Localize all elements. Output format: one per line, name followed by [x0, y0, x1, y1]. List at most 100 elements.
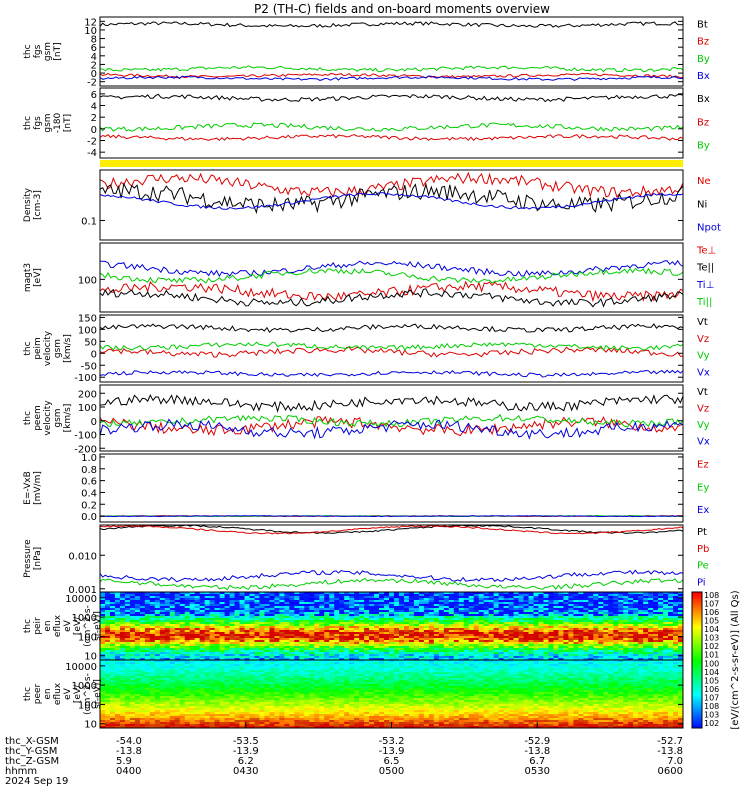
- spectrogram-cell: [638, 600, 644, 603]
- spectrogram-cell: [229, 606, 235, 609]
- spectrogram-cell: [319, 602, 325, 605]
- spectrogram-cell: [428, 620, 435, 623]
- spectrogram-cell: [643, 660, 649, 663]
- spectrogram-cell: [364, 628, 370, 631]
- spectrogram-cell: [488, 664, 495, 667]
- spectrogram-cell: [169, 658, 176, 661]
- spectrogram-cell: [194, 616, 201, 619]
- spectrogram-cell: [468, 652, 475, 655]
- spectrogram-cell: [384, 626, 390, 629]
- spectrogram-cell: [194, 646, 201, 649]
- spectrogram-cell: [393, 612, 400, 615]
- spectrogram-cell: [249, 608, 255, 611]
- spectrogram-cell: [658, 594, 664, 597]
- spectrogram-cell: [613, 616, 619, 619]
- spectrogram-cell: [359, 658, 365, 661]
- spectrogram-cell: [473, 638, 480, 641]
- spectrogram-cell: [209, 648, 215, 651]
- spectrogram-cell: [538, 610, 544, 613]
- spectrogram-cell: [458, 610, 465, 613]
- spectrogram-cell: [364, 608, 370, 611]
- spectrogram-cell: [304, 666, 310, 669]
- spectrogram-cell: [468, 644, 475, 647]
- spectrogram-cell: [379, 610, 385, 613]
- spectrogram-cell: [418, 640, 425, 643]
- spectrogram-cell: [528, 670, 534, 673]
- spectrogram-cell: [443, 646, 450, 649]
- spectrogram-cell: [174, 592, 181, 595]
- spectrogram-cell: [204, 670, 211, 673]
- y-axis-label: [cm-3]: [33, 190, 43, 220]
- spectrogram-cell: [224, 666, 230, 669]
- spectrogram-cell: [154, 602, 161, 605]
- spectrogram-cell: [379, 672, 385, 675]
- spectrogram-cell: [643, 642, 649, 645]
- spectrogram-cell: [593, 630, 599, 633]
- spectrogram-cell: [553, 610, 559, 613]
- spectrogram-cell: [224, 628, 230, 631]
- y-axis-label: peim: [33, 337, 43, 360]
- spectrogram-cell: [598, 648, 604, 651]
- spectrogram-cell: [314, 642, 320, 645]
- spectrogram-cell: [638, 624, 644, 627]
- series-line-Vx: [99, 369, 684, 378]
- spectrogram-cell: [513, 636, 519, 639]
- spectrogram-cell: [593, 616, 599, 619]
- spectrogram-cell: [488, 610, 495, 613]
- spectrogram-cell: [309, 632, 315, 635]
- spectrogram-cell: [189, 614, 196, 617]
- spectrogram-cell: [653, 652, 659, 655]
- spectrogram-cell: [433, 626, 440, 629]
- spectrogram-cell: [593, 650, 599, 653]
- spectrogram-cell: [134, 672, 141, 675]
- spectrogram-cell: [628, 600, 634, 603]
- spectrogram-cell: [354, 628, 360, 631]
- spectrogram-cell: [254, 646, 260, 649]
- spectrogram-cell: [488, 606, 495, 609]
- spectrogram-cell: [374, 644, 380, 647]
- spectrogram-cell: [678, 646, 684, 649]
- spectrogram-cell: [104, 628, 111, 631]
- spectrogram-cell: [159, 636, 166, 639]
- spectrogram-cell: [573, 598, 579, 601]
- spectrogram-cell: [209, 614, 215, 617]
- spectrogram-cell: [588, 656, 594, 659]
- spectrogram-cell: [154, 596, 161, 599]
- spectrogram-cell: [304, 606, 310, 609]
- spectrogram-cell: [309, 648, 315, 651]
- spectrogram-cell: [100, 660, 106, 663]
- spectrogram-cell: [309, 614, 315, 617]
- spectrogram-cell: [523, 612, 529, 615]
- spectrogram-cell: [443, 650, 450, 653]
- spectrogram-cell: [463, 648, 470, 651]
- spectrogram-cell: [443, 672, 450, 675]
- spectrogram-cell: [214, 656, 220, 659]
- y-axis-label: thc: [23, 341, 33, 355]
- spectrogram-cell: [104, 664, 111, 667]
- spectrogram-cell: [448, 628, 455, 631]
- spectrogram-cell: [433, 644, 440, 647]
- series-line-Pi: [99, 569, 684, 583]
- y-tick-label: 0.6: [81, 477, 97, 488]
- spectrogram-cell: [548, 608, 554, 611]
- spectrogram-cell: [339, 668, 345, 671]
- spectrogram-cell: [568, 614, 574, 617]
- spectrogram-cell: [234, 638, 240, 641]
- spectrogram-cell: [269, 592, 275, 595]
- spectrogram-cell: [593, 642, 599, 645]
- spectrogram-cell: [209, 632, 215, 635]
- spectrogram-cell: [463, 624, 470, 627]
- spectrogram-cell: [468, 610, 475, 613]
- spectrogram-cell: [513, 648, 519, 651]
- spectrogram-cell: [369, 652, 375, 655]
- spectrogram-cell: [673, 652, 679, 655]
- spectrogram-cell: [628, 592, 634, 595]
- spectrogram-cell: [229, 666, 235, 669]
- spectrogram-cell: [548, 632, 554, 635]
- spectrogram-cell: [344, 654, 350, 657]
- spectrogram-cell: [134, 652, 141, 655]
- legend-Vy: Vy: [697, 420, 710, 431]
- spectrogram-cell: [184, 592, 191, 595]
- spectrogram-cell: [329, 622, 335, 625]
- spectrogram-cell: [528, 634, 534, 637]
